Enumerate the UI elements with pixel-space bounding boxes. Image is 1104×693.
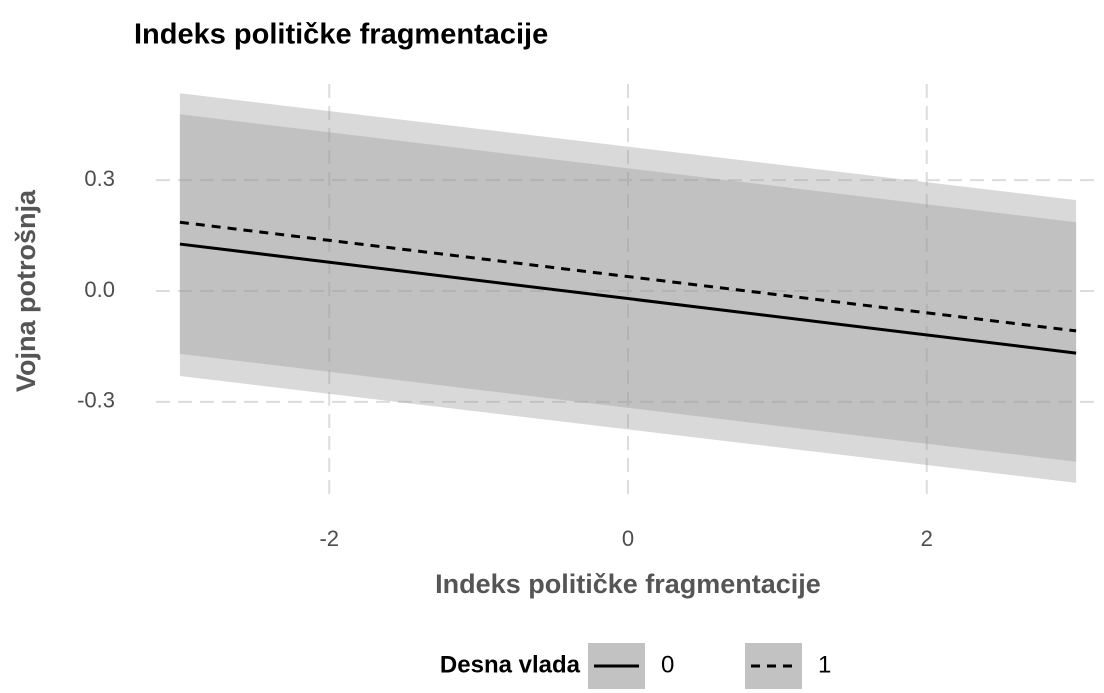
y-axis-label: Vojna potrošnja — [11, 189, 41, 392]
x-tick-label: 2 — [921, 526, 933, 551]
legend-label: 1 — [818, 651, 831, 678]
y-tick-label: -0.3 — [77, 388, 115, 413]
x-axis-label: Indeks političke fragmentacije — [435, 569, 821, 599]
line — [179, 242, 1077, 355]
legend-label: 0 — [661, 651, 674, 678]
x-tick-label: 0 — [622, 526, 634, 551]
legend-title: Desna vlada — [440, 651, 581, 678]
x-tick-label: -2 — [319, 526, 339, 551]
y-tick-label: 0.3 — [84, 166, 115, 191]
chart-title: Indeks političke fragmentacije — [134, 19, 548, 51]
y-tick-label: 0.0 — [84, 277, 115, 302]
line — [179, 220, 1077, 333]
